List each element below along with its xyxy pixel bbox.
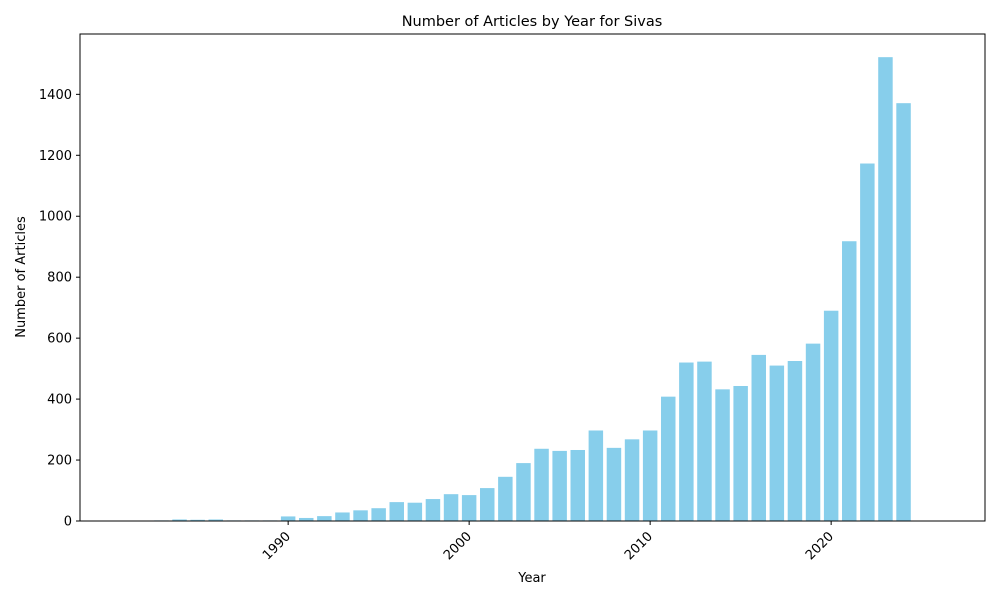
bar-1994 — [353, 510, 368, 521]
bar-1984 — [172, 519, 187, 521]
bar-1993 — [335, 512, 350, 521]
bar-1995 — [371, 508, 386, 521]
bar-2015 — [733, 385, 748, 521]
bar-2024 — [896, 103, 911, 521]
bar-1985 — [190, 519, 205, 521]
y-tick-label: 600 — [47, 332, 72, 347]
bar-2013 — [697, 361, 712, 521]
bar-2004 — [534, 448, 549, 521]
y-tick-label: 200 — [47, 454, 72, 469]
bar-2008 — [606, 447, 622, 521]
y-tick-label: 0 — [64, 515, 72, 530]
y-tick-label: 400 — [47, 393, 72, 408]
bar-2018 — [787, 361, 803, 521]
bar-1986 — [208, 519, 223, 521]
bar-1998 — [425, 499, 441, 521]
bar-1996 — [389, 502, 404, 521]
bar-2019 — [805, 343, 821, 521]
chart-title: Number of Articles by Year for Sivas — [402, 14, 663, 30]
bar-2005 — [552, 450, 567, 521]
bar-2001 — [480, 488, 495, 521]
y-tick-label: 800 — [47, 271, 72, 286]
bar-2017 — [769, 365, 785, 521]
plot-frame — [79, 33, 986, 522]
bar-2009 — [624, 439, 640, 521]
bar-1997 — [407, 502, 423, 521]
y-tick-label: 1000 — [39, 210, 72, 225]
y-ticks: 0 200 400 600 800 1000 1200 1400 — [39, 88, 80, 530]
bar-2000 — [461, 495, 477, 521]
bar-2020 — [823, 310, 839, 521]
bar-2012 — [679, 362, 694, 521]
bar-2011 — [661, 396, 676, 521]
bar-1999 — [443, 494, 459, 521]
y-tick-label: 1200 — [39, 149, 72, 164]
bar-1992 — [317, 516, 332, 521]
bar-2006 — [570, 449, 585, 521]
bar-2003 — [516, 463, 531, 521]
bar-2023 — [878, 57, 893, 522]
y-axis-title: Number of Articles — [14, 216, 29, 338]
bar-2002 — [498, 476, 513, 521]
y-tick-label: 1400 — [39, 88, 72, 103]
bar-2014 — [715, 389, 730, 521]
bar-2007 — [588, 430, 604, 521]
bar-2010 — [642, 430, 658, 521]
bars-group — [154, 57, 911, 522]
bar-1991 — [299, 517, 314, 521]
bar-2021 — [842, 241, 857, 521]
bar-2022 — [860, 163, 875, 521]
bar-1990 — [280, 516, 296, 521]
x-axis-title: Year — [517, 571, 546, 586]
bar-2016 — [751, 354, 766, 521]
